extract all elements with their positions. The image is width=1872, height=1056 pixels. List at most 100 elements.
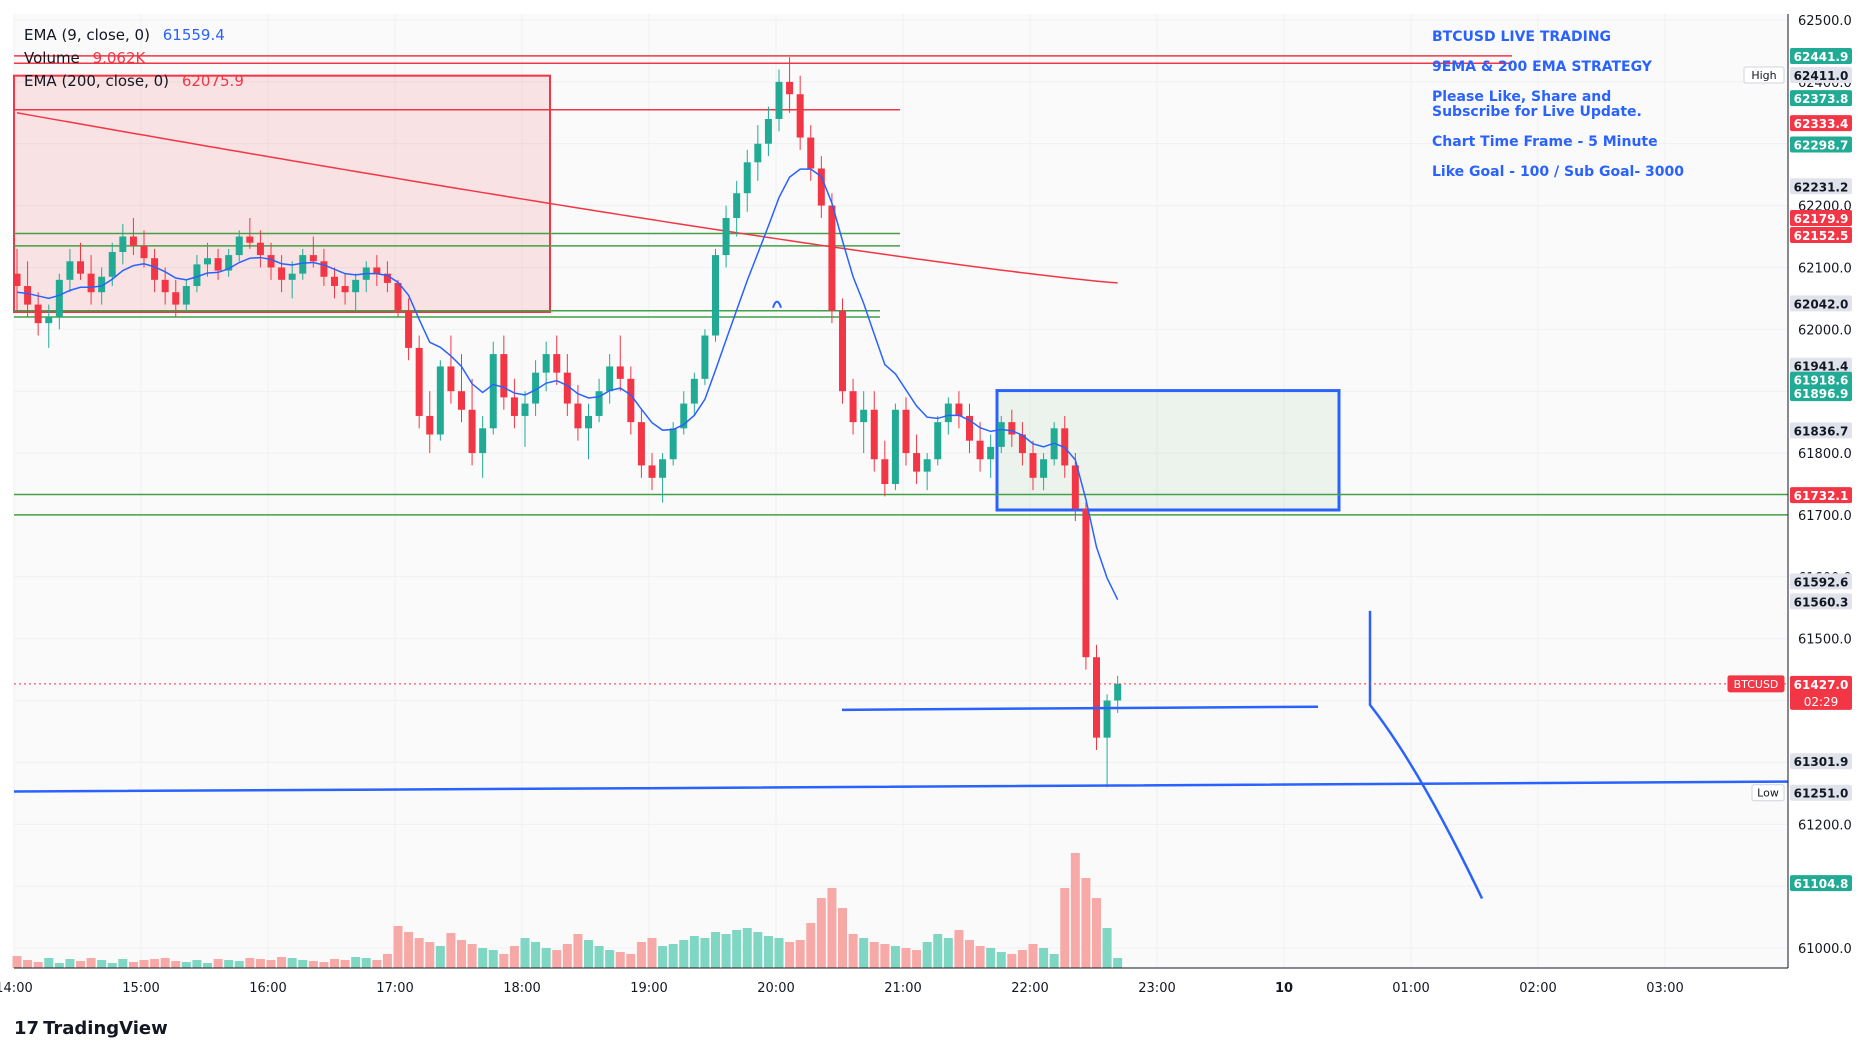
candle-down[interactable]: [500, 354, 508, 398]
candle-down[interactable]: [405, 310, 413, 348]
candle-up[interactable]: [108, 252, 116, 277]
candle-down[interactable]: [13, 273, 21, 287]
price-axis-label[interactable]: [1790, 295, 1852, 312]
candle-up[interactable]: [45, 316, 53, 324]
candle-up[interactable]: [680, 403, 688, 429]
price-axis-label[interactable]: [1790, 371, 1852, 388]
candle-down[interactable]: [161, 279, 169, 293]
drawn-marker[interactable]: [772, 300, 782, 309]
candle-down[interactable]: [34, 304, 42, 324]
candle-down[interactable]: [637, 422, 645, 466]
candle-up[interactable]: [436, 366, 444, 435]
candle-down[interactable]: [1082, 508, 1090, 658]
candle-up[interactable]: [669, 428, 677, 460]
candle-down[interactable]: [870, 409, 878, 460]
candle-up[interactable]: [722, 217, 730, 256]
price-axis-label[interactable]: [1790, 675, 1852, 710]
price-axis-label[interactable]: [1790, 115, 1852, 132]
candle-up[interactable]: [489, 354, 497, 429]
candle-down[interactable]: [278, 267, 286, 280]
candle-down[interactable]: [1029, 453, 1037, 478]
candle-down[interactable]: [828, 205, 836, 311]
drawn-projection-path[interactable]: [1368, 610, 1484, 900]
price-axis-label[interactable]: [1790, 226, 1852, 243]
candle-down[interactable]: [24, 286, 32, 305]
candle-down[interactable]: [458, 391, 465, 410]
candle-up[interactable]: [659, 459, 667, 478]
annotation-strategy[interactable]: 9EMA & 200 EMA STRATEGY: [1432, 59, 1652, 75]
candle-up[interactable]: [55, 279, 63, 317]
price-axis-label[interactable]: [1790, 47, 1852, 64]
drawn-blue-consolidation-box[interactable]: [995, 389, 1341, 512]
candle-down[interactable]: [1018, 434, 1026, 454]
candle-down[interactable]: [563, 372, 571, 404]
candle-down[interactable]: [807, 137, 815, 169]
candle-down[interactable]: [913, 453, 921, 472]
candle-down[interactable]: [320, 261, 328, 277]
candle-up[interactable]: [775, 81, 783, 119]
candle-up[interactable]: [532, 372, 540, 404]
candle-up[interactable]: [98, 276, 106, 293]
candle-up[interactable]: [119, 236, 127, 252]
candle-up[interactable]: [521, 403, 529, 416]
candle-up[interactable]: [891, 409, 899, 484]
price-axis-label[interactable]: [1790, 753, 1852, 770]
candle-down[interactable]: [648, 465, 656, 478]
drawn-horizontal-line[interactable]: [841, 705, 1319, 712]
candle-down[interactable]: [331, 276, 338, 287]
candle-up[interactable]: [225, 255, 233, 271]
candle-up[interactable]: [352, 279, 360, 293]
candle-down[interactable]: [849, 391, 857, 423]
candle-up[interactable]: [754, 143, 762, 163]
candle-down[interactable]: [309, 255, 317, 262]
price-axis-label[interactable]: [1790, 385, 1852, 402]
candle-up[interactable]: [923, 459, 931, 472]
candle-down[interactable]: [77, 261, 84, 274]
candle-up[interactable]: [860, 409, 868, 423]
candle-down[interactable]: [902, 409, 910, 454]
candle-down[interactable]: [1008, 422, 1016, 435]
candle-down[interactable]: [415, 347, 423, 416]
candle-down[interactable]: [976, 440, 984, 460]
candle-up[interactable]: [542, 354, 550, 373]
annotation-title[interactable]: BTCUSD LIVE TRADING: [1432, 29, 1612, 45]
legend-ema200[interactable]: EMA (200, close, 0) 62075.9: [24, 70, 244, 93]
price-axis-tag[interactable]: [1751, 784, 1785, 802]
candle-down[interactable]: [1071, 465, 1079, 509]
candle-down[interactable]: [172, 292, 180, 305]
candle-up[interactable]: [987, 446, 995, 460]
candle-up[interactable]: [712, 255, 719, 336]
candle-up[interactable]: [934, 422, 942, 460]
candle-down[interactable]: [786, 81, 794, 95]
candle-up[interactable]: [701, 335, 709, 379]
price-axis-label[interactable]: [1790, 875, 1852, 892]
candle-down[interactable]: [256, 242, 264, 256]
candle-down[interactable]: [510, 397, 518, 416]
candle-up[interactable]: [764, 118, 772, 144]
candle-down[interactable]: [246, 236, 254, 243]
candle-up[interactable]: [997, 422, 1005, 447]
price-axis-label[interactable]: [1790, 67, 1852, 84]
candle-down[interactable]: [839, 310, 846, 392]
candle-down[interactable]: [817, 168, 825, 206]
candle-up[interactable]: [66, 261, 74, 280]
annotation-subscribe[interactable]: Please Like, Share and Subscribe for Liv…: [1432, 89, 1642, 120]
candle-down[interactable]: [373, 267, 381, 274]
candle-down[interactable]: [574, 403, 582, 429]
candle-down[interactable]: [553, 354, 561, 373]
candle-down[interactable]: [87, 273, 95, 293]
candle-up[interactable]: [690, 378, 698, 404]
price-axis-label[interactable]: [1790, 784, 1852, 801]
candle-down[interactable]: [447, 366, 455, 392]
candle-down[interactable]: [426, 415, 434, 435]
candle-up[interactable]: [595, 391, 603, 416]
candle-up[interactable]: [204, 258, 211, 265]
legend-ema9[interactable]: EMA (9, close, 0) 61559.4: [24, 24, 244, 47]
price-axis-label[interactable]: [1790, 422, 1852, 439]
candle-up[interactable]: [479, 428, 487, 454]
candle-down[interactable]: [881, 459, 889, 484]
annotation-timeframe[interactable]: Chart Time Frame - 5 Minute: [1432, 134, 1658, 150]
price-axis-tag[interactable]: [1727, 675, 1785, 693]
